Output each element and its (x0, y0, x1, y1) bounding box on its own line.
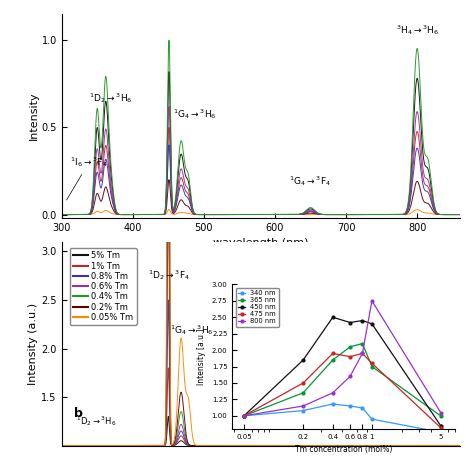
450 nm (360, 318, 365, 323)
340 nm (301, 408, 306, 413)
Text: $^3$H$_4$$\rightarrow$$^3$H$_6$: $^3$H$_4$$\rightarrow$$^3$H$_6$ (376, 414, 416, 428)
Line: 475 nm: 475 nm (243, 352, 442, 429)
340 nm (360, 405, 365, 411)
Legend: 5% Tm, 1% Tm, 0.8% Tm, 0.6% Tm, 0.4% Tm, 0.2% Tm, 0.05% Tm: 5% Tm, 1% Tm, 0.8% Tm, 0.6% Tm, 0.4% Tm,… (70, 248, 137, 325)
Text: $^3$H$_4$$\rightarrow$$^3$H$_6$: $^3$H$_4$$\rightarrow$$^3$H$_6$ (396, 23, 439, 37)
365 nm (360, 341, 365, 346)
Line: 340 nm: 340 nm (243, 402, 442, 434)
475 nm (301, 380, 306, 386)
800 nm (369, 298, 375, 304)
340 nm (241, 413, 247, 419)
800 nm (347, 374, 353, 379)
475 nm (438, 425, 444, 430)
Text: $^1$D$_2$$\rightarrow$$^3$H$_6$: $^1$D$_2$$\rightarrow$$^3$H$_6$ (89, 91, 132, 105)
365 nm (438, 413, 444, 419)
450 nm (369, 321, 375, 327)
340 nm (347, 403, 353, 409)
Y-axis label: Intensity [a.u.]: Intensity [a.u.] (197, 328, 206, 385)
475 nm (241, 413, 247, 419)
Y-axis label: Intensity: Intensity (28, 92, 38, 140)
450 nm (438, 423, 444, 428)
800 nm (438, 410, 444, 415)
X-axis label: Tm concentration (mol%): Tm concentration (mol%) (295, 446, 392, 455)
Text: $^1$G$_4$$\rightarrow$$^3$H$_6$: $^1$G$_4$$\rightarrow$$^3$H$_6$ (170, 324, 213, 337)
365 nm (347, 344, 353, 350)
Line: 450 nm: 450 nm (243, 316, 442, 427)
475 nm (330, 351, 336, 356)
Text: $^1$G$_4$$\rightarrow$$^3$H$_6$: $^1$G$_4$$\rightarrow$$^3$H$_6$ (173, 107, 217, 120)
Legend: 340 nm, 365 nm, 450 nm, 475 nm, 800 nm: 340 nm, 365 nm, 450 nm, 475 nm, 800 nm (236, 288, 279, 327)
365 nm (301, 390, 306, 396)
450 nm (330, 314, 336, 320)
450 nm (301, 357, 306, 363)
800 nm (360, 351, 365, 356)
365 nm (241, 413, 247, 419)
Text: $^1$D$_2$$\rightarrow$$^3$H$_6$: $^1$D$_2$$\rightarrow$$^3$H$_6$ (76, 414, 117, 428)
800 nm (301, 403, 306, 409)
365 nm (330, 357, 336, 363)
450 nm (347, 319, 353, 325)
Y-axis label: Intensity (a.u.): Intensity (a.u.) (28, 302, 38, 385)
Text: $^1$D$_2$$\rightarrow$$^3$F$_4$: $^1$D$_2$$\rightarrow$$^3$F$_4$ (148, 268, 190, 282)
365 nm (369, 364, 375, 369)
340 nm (369, 416, 375, 422)
475 nm (360, 351, 365, 356)
340 nm (330, 401, 336, 407)
Text: $^1$I$_6$$\rightarrow$$^3$F$_4$: $^1$I$_6$$\rightarrow$$^3$F$_4$ (66, 155, 108, 200)
450 nm (241, 413, 247, 419)
340 nm (438, 429, 444, 435)
475 nm (347, 354, 353, 360)
475 nm (369, 360, 375, 366)
Line: 365 nm: 365 nm (243, 342, 442, 417)
Line: 800 nm: 800 nm (243, 300, 442, 417)
800 nm (330, 390, 336, 396)
X-axis label: wavelength (nm): wavelength (nm) (213, 238, 309, 248)
Text: b: b (73, 407, 82, 420)
Text: $^1$G$_4$$\rightarrow$$^3$F$_4$: $^1$G$_4$$\rightarrow$$^3$F$_4$ (289, 174, 331, 189)
800 nm (241, 413, 247, 419)
